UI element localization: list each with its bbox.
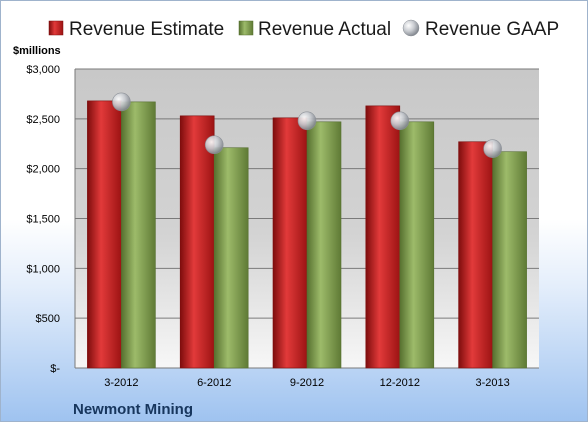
x-tick-label: 12-2012	[380, 377, 420, 389]
x-tick-label: 3-2013	[475, 377, 509, 389]
legend-item-gaap[interactable]: Revenue GAAP	[402, 19, 559, 40]
bars	[87, 100, 527, 369]
x-tick-label: 9-2012	[290, 377, 324, 389]
marker-revenue-gaap[interactable]	[112, 92, 131, 112]
bar-revenue-actual[interactable]	[399, 121, 435, 369]
legend-item-actual[interactable]: Revenue Actual	[238, 19, 391, 40]
y-tick-label: $1,500	[26, 214, 60, 226]
legend-marker-gaap	[402, 19, 420, 37]
y-tick-label: $2,000	[26, 164, 60, 176]
legend-label-gaap: Revenue GAAP	[425, 19, 559, 40]
marker-revenue-gaap[interactable]	[390, 111, 410, 131]
x-axis-ticks: 3-2012 6-2012 9-2012 12-2012 3-2013	[104, 377, 509, 389]
legend-swatch-estimate	[48, 20, 64, 36]
bar-revenue-estimate[interactable]	[365, 105, 401, 369]
x-tick-label: 6-2012	[197, 377, 231, 389]
y-tick-label: $2,500	[26, 114, 60, 126]
legend-item-estimate[interactable]: Revenue Estimate	[48, 19, 224, 40]
legend: Revenue Estimate Revenue Actual Revenue …	[48, 19, 559, 40]
x-tick-label: 3-2012	[104, 377, 138, 389]
gaap-markers	[112, 92, 502, 159]
bar-revenue-actual[interactable]	[492, 151, 527, 369]
y-tick-label: $3,000	[26, 64, 60, 76]
legend-swatch-actual	[238, 20, 254, 36]
bar-revenue-estimate[interactable]	[87, 100, 122, 369]
y-tick-label: $-	[50, 363, 60, 375]
marker-revenue-gaap[interactable]	[483, 139, 502, 159]
bar-revenue-actual[interactable]	[121, 101, 156, 369]
bar-revenue-estimate[interactable]	[179, 115, 215, 369]
legend-label-actual: Revenue Actual	[258, 19, 391, 40]
bar-revenue-actual[interactable]	[306, 121, 342, 369]
y-tick-label: $1,000	[26, 263, 60, 275]
bar-revenue-estimate[interactable]	[272, 117, 308, 369]
y-axis-ticks: $- $500 $1,000 $1,500 $2,000 $2,500 $3,000	[26, 64, 60, 375]
marker-revenue-gaap[interactable]	[297, 111, 317, 131]
company-name: Newmont Mining	[73, 401, 193, 418]
legend-label-estimate: Revenue Estimate	[69, 19, 224, 40]
y-unit-label: $millions	[13, 45, 61, 57]
bar-revenue-estimate[interactable]	[458, 141, 493, 369]
bar-revenue-actual[interactable]	[213, 147, 249, 369]
y-tick-label: $500	[36, 313, 60, 325]
marker-revenue-gaap[interactable]	[204, 135, 224, 155]
